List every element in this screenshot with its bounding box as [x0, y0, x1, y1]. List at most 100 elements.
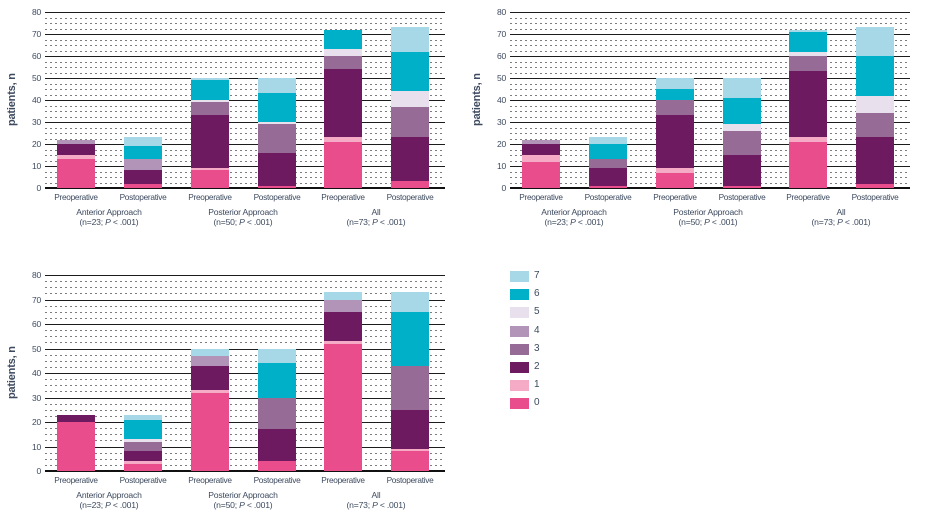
group-label-1: Posterior Approach (n=50; P < .001): [163, 490, 323, 511]
legend: 7 6 5 4 3 2 1 0: [510, 268, 610, 418]
legend-swatch-3: [510, 343, 529, 355]
y-tick-label: 10: [31, 161, 41, 171]
minor-gridline: [45, 50, 445, 52]
group-title: Posterior Approach: [673, 207, 743, 217]
minor-gridline: [510, 28, 910, 30]
major-gridline: [510, 12, 910, 13]
group-title: Posterior Approach: [208, 207, 278, 217]
group-title: Anterior Approach: [76, 490, 142, 500]
bar-segment-1: [191, 390, 229, 393]
y-tick-label: 40: [31, 368, 41, 378]
bar-segment-1: [57, 155, 95, 160]
minor-gridline: [45, 89, 445, 90]
y-tick-label: 60: [496, 51, 506, 61]
legend-item-4: 4: [510, 323, 610, 341]
major-gridline: [45, 348, 445, 350]
bar-segment-2: [656, 115, 694, 169]
bar-segment-6: [391, 311, 429, 366]
bar-segment-7: [124, 137, 162, 147]
bar-segment-7: [191, 78, 229, 81]
bar-segment-3: [258, 124, 296, 153]
minor-gridline: [510, 89, 910, 90]
minor-gridline: [45, 385, 445, 387]
group-stats: (n=23; P < .001): [79, 217, 139, 228]
y-tick-label: 40: [496, 95, 506, 105]
bar-anterior-approach-preoperative: [57, 12, 95, 188]
bar-segment-4: [522, 139, 560, 144]
bar-segment-6: [258, 363, 296, 398]
legend-label: 2: [534, 361, 540, 372]
major-gridline: [45, 12, 445, 13]
minor-gridline: [510, 50, 910, 52]
bar-posterior-approach-preoperative: [191, 275, 229, 471]
minor-gridline: [510, 177, 910, 178]
bar-segment-7: [258, 348, 296, 364]
legend-label: 1: [534, 379, 540, 391]
bar-segment-6: [856, 56, 894, 96]
group-stats: (n=50; P < .001): [678, 217, 738, 228]
minor-gridline: [510, 45, 910, 46]
legend-item-6: 6: [510, 286, 610, 304]
y-tick-label: 50: [496, 73, 506, 83]
legend-swatch-5: [510, 307, 529, 319]
major-gridline: [45, 397, 445, 399]
bar-segment-5: [324, 49, 362, 56]
minor-gridline: [510, 23, 910, 24]
group-label-2: All (n=73; P < .001): [296, 490, 456, 511]
y-tick-label: 80: [31, 7, 41, 17]
bar-segment-2: [57, 414, 95, 422]
group-title: All: [371, 490, 381, 500]
bar-segment-7: [191, 348, 229, 356]
minor-gridline: [45, 287, 445, 289]
bar-segment-2: [789, 71, 827, 138]
bar-segment-0: [124, 183, 162, 188]
minor-gridline: [45, 171, 445, 173]
minor-gridline: [45, 360, 445, 362]
legend-swatch-0: [510, 398, 529, 410]
legend-swatch-6: [510, 289, 529, 301]
x-tick-label: Postoperative: [718, 192, 766, 202]
minor-gridline: [45, 133, 445, 134]
minor-gridline: [45, 415, 445, 417]
bar-segment-6: [124, 419, 162, 440]
bar-segment-2: [856, 137, 894, 184]
major-gridline: [510, 187, 910, 189]
bar-segment-2: [124, 170, 162, 184]
minor-gridline: [510, 39, 910, 41]
major-gridline: [510, 122, 910, 123]
bar-segment-1: [391, 448, 429, 452]
legend-label: 6: [534, 288, 540, 300]
bar-segment-1: [124, 461, 162, 464]
group-stats: (n=50; P < .001): [213, 217, 273, 228]
legend-item-0: 0: [510, 395, 610, 413]
major-gridline: [45, 166, 445, 167]
x-tick-label: Postoperative: [119, 475, 167, 485]
group-stats: (n=73; P < .001): [346, 500, 406, 511]
bar-anterior-approach-postoperative: [589, 12, 627, 188]
bar-segment-7: [589, 137, 627, 144]
minor-gridline: [510, 72, 910, 74]
bar-segment-3: [391, 365, 429, 410]
bar-segment-4: [324, 299, 362, 312]
bar-segment-1: [324, 137, 362, 142]
minor-gridline: [45, 94, 445, 96]
legend-swatch-1: [510, 380, 529, 392]
bar-segment-5: [258, 122, 296, 125]
bar-anterior-approach-postoperative: [124, 12, 162, 188]
minor-gridline: [510, 105, 910, 107]
y-tick-label: 50: [31, 73, 41, 83]
major-gridline: [45, 470, 445, 472]
minor-gridline: [510, 171, 910, 173]
bar-segment-2: [723, 155, 761, 186]
legend-label: 0: [534, 397, 540, 409]
legend-label: 3: [534, 342, 540, 354]
minor-gridline: [45, 105, 445, 107]
legend-item-3: 3: [510, 341, 610, 359]
minor-gridline: [510, 149, 910, 151]
bar-segment-3: [324, 56, 362, 70]
minor-gridline: [45, 17, 445, 19]
major-gridline: [45, 446, 445, 448]
bar-segment-0: [391, 181, 429, 188]
major-gridline: [510, 144, 910, 145]
bar-segment-0: [789, 141, 827, 188]
